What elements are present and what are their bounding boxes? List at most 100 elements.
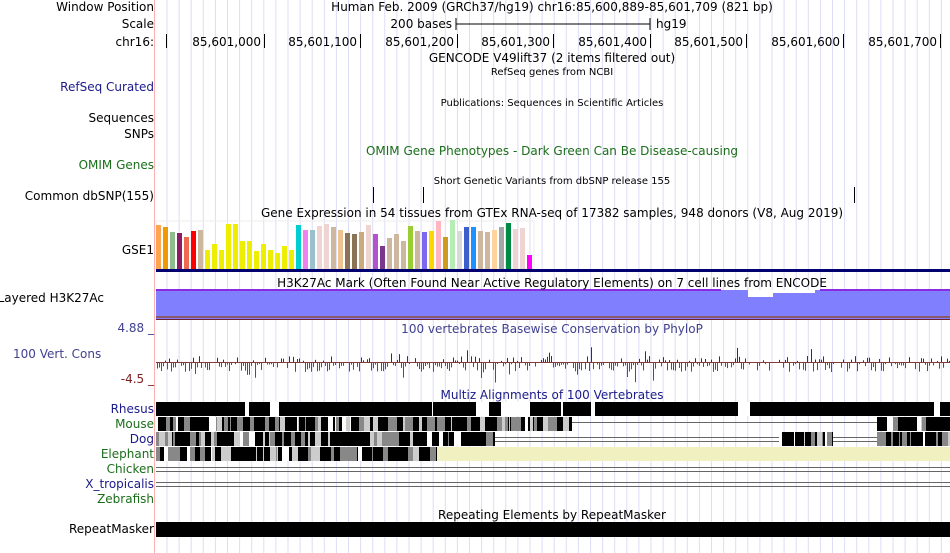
alignment-block — [263, 447, 264, 461]
phylop-bar — [749, 362, 750, 365]
gtex-bar — [324, 224, 329, 269]
alignment-block — [211, 447, 212, 461]
pubs-label[interactable]: Sequences — [88, 111, 154, 125]
phylop-bar — [875, 362, 876, 372]
gtex-title[interactable]: Gene Expression in 54 tissues from GTEx … — [260, 206, 844, 220]
alignment-block — [750, 402, 751, 416]
dbsnp-label[interactable]: Common dbSNP(155) — [24, 189, 154, 203]
alignment-block — [164, 447, 168, 461]
alignment-block — [461, 432, 463, 446]
alignment-block — [384, 402, 393, 416]
phylop-bar — [851, 359, 852, 362]
alignment-block — [502, 417, 505, 431]
phylop-bar — [779, 359, 780, 362]
alignment-block — [405, 417, 408, 431]
snps-label[interactable]: SNPs — [124, 127, 154, 141]
phylop-bar — [269, 362, 270, 365]
alignment-block — [388, 417, 393, 431]
rmsk-title[interactable]: Repeating Elements by RepeatMasker — [438, 508, 666, 522]
phylop-bar — [909, 357, 910, 362]
species-label-dog[interactable]: Dog — [129, 432, 154, 446]
species-label-mouse[interactable]: Mouse — [115, 417, 154, 431]
dbsnp-title[interactable]: Short Genetic Variants from dbSNP releas… — [433, 176, 671, 187]
alignment-block — [639, 402, 649, 416]
rmsk-label[interactable]: RepeatMasker — [68, 522, 154, 536]
alignment-block — [410, 432, 413, 446]
alignment-block — [320, 447, 324, 461]
window-position-label: Window Position — [56, 0, 154, 14]
gtex-bar — [471, 227, 476, 269]
alignment-block — [738, 402, 739, 416]
pubs-title[interactable]: Publications: Sequences in Scientific Ar… — [440, 98, 664, 109]
phylop-bar — [609, 362, 610, 369]
phylop-bar — [387, 362, 388, 367]
alignment-block — [156, 402, 162, 416]
omim-label[interactable]: OMIM Genes — [78, 158, 154, 172]
cons-title[interactable]: 100 vertebrates Basewise Conservation by… — [401, 322, 703, 336]
alignment-block — [180, 447, 185, 461]
phylop-bar — [407, 356, 408, 362]
multiz-title[interactable]: Multiz Alignments of 100 Vertebrates — [440, 388, 664, 402]
h3k27ac-low — [156, 316, 950, 318]
alignment-block — [252, 447, 256, 461]
phylop-bar — [733, 362, 734, 366]
species-label-elephant[interactable]: Elephant — [100, 447, 154, 461]
alignment-block — [806, 402, 810, 416]
species-label-rhesus[interactable]: Rhesus — [110, 402, 154, 416]
gtex-label[interactable]: GSE1 — [121, 243, 154, 257]
alignment-block — [896, 402, 901, 416]
alignment-block — [886, 432, 891, 446]
phylop-bar — [883, 362, 884, 372]
species-label-chicken[interactable]: Chicken — [106, 462, 154, 476]
alignment-block — [240, 432, 243, 446]
cons-label[interactable]: 100 Vert. Cons — [13, 347, 102, 361]
alignment-block — [823, 432, 825, 446]
omim-title[interactable]: OMIM Gene Phenotypes - Dark Green Can Be… — [365, 144, 739, 158]
phylop-bar — [943, 362, 944, 368]
gtex-bar — [317, 226, 322, 269]
alignment-block — [288, 432, 291, 446]
phylop-bar — [297, 359, 298, 362]
species-label-zebrafish[interactable]: Zebrafish — [97, 492, 154, 506]
h3k-title[interactable]: H3K27Ac Mark (Often Found Near Active Re… — [277, 276, 827, 290]
phylop-bar — [795, 362, 796, 365]
snp-mark — [373, 187, 374, 203]
phylop-bar — [421, 362, 422, 372]
phylop-bar — [947, 358, 948, 362]
alignment-block — [445, 417, 451, 431]
gencode-title[interactable]: GENCODE V49lift37 (2 items filtered out) — [428, 51, 676, 65]
phylop-bar — [655, 362, 656, 369]
phylop-bar — [857, 362, 858, 372]
phylop-bar — [383, 362, 384, 372]
phylop-bar — [165, 360, 166, 362]
alignment-block — [227, 447, 231, 461]
phylop-bar — [167, 362, 168, 370]
alignment-block — [314, 447, 320, 461]
phylop-bar — [237, 357, 238, 362]
phylop-bar — [289, 356, 290, 362]
gtex-bar — [205, 250, 210, 269]
ruler-tick-label: 85,601,500 — [674, 35, 743, 49]
phylop-bar — [567, 362, 568, 365]
refseq-label[interactable]: RefSeq Curated — [60, 80, 154, 94]
phylop-bar — [403, 362, 404, 378]
phylop-bar — [741, 362, 742, 369]
phylop-bar — [869, 357, 870, 362]
species-label-x_tropicalis[interactable]: X_tropicalis — [85, 477, 154, 491]
alignment-block — [255, 417, 260, 431]
alignment-block — [900, 417, 903, 431]
alignment-block — [308, 432, 310, 446]
alignment-block — [493, 432, 495, 446]
h3k-label[interactable]: Layered H3K27Ac — [0, 291, 104, 305]
phylop-bar — [427, 362, 428, 365]
alignment-block — [294, 417, 297, 431]
refseq-title[interactable]: RefSeq genes from NCBI — [490, 67, 614, 78]
phylop-bar — [811, 349, 812, 362]
alignment-block — [249, 417, 250, 431]
phylop-bar — [895, 362, 896, 365]
phylop-bar — [175, 362, 176, 368]
alignment-block — [221, 402, 232, 416]
alignment-block — [168, 432, 172, 446]
